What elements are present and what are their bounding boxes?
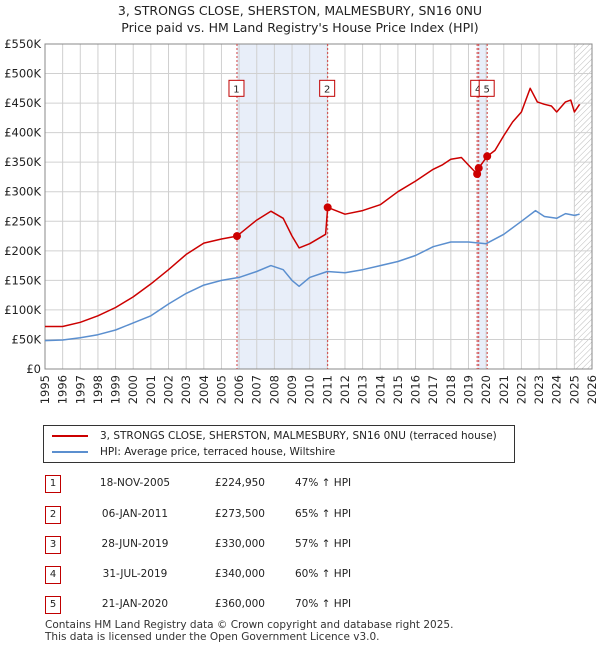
x-tick-label: 2017 — [426, 375, 440, 404]
x-tick-label: 2021 — [497, 375, 511, 404]
forecast-hatch — [574, 44, 592, 369]
x-tick-label: 2024 — [550, 375, 564, 404]
x-tick-label: 2022 — [514, 375, 528, 404]
y-tick-label: £50K — [12, 332, 42, 346]
transaction-price: £340,000 — [214, 568, 265, 580]
x-tick-label: 2018 — [444, 375, 458, 404]
legend-label-hpi: HPI: Average price, terraced house, Wilt… — [100, 446, 336, 458]
y-tick-label: £350K — [4, 155, 41, 169]
sale-marker-box — [478, 79, 495, 97]
sale-marker-box — [228, 79, 245, 97]
legend-swatch-hpi — [52, 451, 88, 453]
legend-swatch-property — [52, 435, 88, 437]
x-tick-label: 2002 — [162, 375, 176, 404]
x-tick-label: 1995 — [38, 375, 52, 404]
transaction-number: 2 — [45, 506, 61, 524]
shaded-range — [236, 44, 328, 369]
x-tick-label: 2008 — [267, 375, 281, 404]
x-tick-label: 2009 — [285, 375, 299, 404]
y-tick-label: £250K — [4, 214, 41, 228]
x-tick-label: 2015 — [391, 375, 405, 404]
sale-marker-box — [319, 79, 336, 97]
sale-point — [474, 164, 483, 173]
footer: Contains HM Land Registry data © Crown c… — [45, 619, 453, 643]
y-tick-label: £400K — [4, 126, 41, 140]
transaction-row: 2 06-JAN-2011 £273,500 65% ↑ HPI — [45, 505, 375, 525]
x-tick-label: 2010 — [303, 375, 317, 404]
legend-label-property: 3, STRONGS CLOSE, SHERSTON, MALMESBURY, … — [100, 430, 497, 442]
x-tick-label: 2019 — [461, 375, 475, 404]
y-tick-label: £500K — [4, 67, 41, 81]
transaction-row: 3 28-JUN-2019 £330,000 57% ↑ HPI — [45, 535, 375, 555]
sale-marker-label: 5 — [484, 84, 490, 95]
transaction-date: 18-NOV-2005 — [99, 477, 171, 489]
x-tick-label: 2004 — [197, 375, 211, 404]
x-tick-label: 2013 — [356, 375, 370, 404]
sale-point — [323, 203, 332, 212]
x-tick-label: 1998 — [91, 375, 105, 404]
hpi-line — [44, 209, 580, 342]
x-tick-label: 2023 — [532, 375, 546, 404]
footer-licence: This data is licensed under the Open Gov… — [45, 631, 380, 643]
shaded-range — [477, 44, 488, 369]
transaction-hpi: 57% ↑ HPI — [295, 538, 352, 550]
price-chart: £0 £50K £100K £150K £200K £250K £300K £350K £400… — [4, 37, 599, 404]
transaction-price: £224,950 — [214, 477, 265, 489]
y-tick-label: £550K — [4, 37, 41, 51]
legend-item-hpi: HPI: Average price, terraced house, Wilt… — [52, 444, 335, 460]
transaction-number: 3 — [45, 536, 61, 554]
transaction-date: 21-JAN-2020 — [101, 598, 169, 610]
sale-marker-label: 1 — [233, 84, 239, 95]
y-tick-label: £300K — [4, 185, 41, 199]
y-tick-label: £100K — [4, 303, 41, 317]
transaction-number: 4 — [45, 566, 61, 584]
chart-subtitle: Price paid vs. HM Land Registry's House … — [121, 20, 479, 35]
x-tick-label: 2020 — [479, 375, 493, 404]
property-price-line — [45, 87, 581, 328]
sale-marker-label: 4 — [475, 84, 481, 95]
x-tick-label: 2001 — [144, 375, 158, 404]
x-tick-label: 1999 — [109, 375, 123, 404]
transaction-number: 1 — [45, 475, 61, 493]
transaction-date: 31-JUL-2019 — [102, 568, 168, 580]
y-tick-label: £0 — [26, 362, 41, 376]
transaction-hpi: 60% ↑ HPI — [295, 568, 352, 580]
x-tick-label: 2012 — [338, 375, 352, 404]
sale-point — [483, 152, 492, 161]
y-tick-label: £450K — [4, 96, 41, 110]
x-tick-label: 2016 — [409, 375, 423, 404]
sale-marker-label: 2 — [324, 84, 330, 95]
plot-border — [44, 43, 593, 370]
transaction-price: £360,000 — [214, 598, 265, 610]
chart-title: 3, STRONGS CLOSE, SHERSTON, MALMESBURY, … — [117, 3, 483, 18]
x-tick-label: 2003 — [179, 375, 193, 404]
x-tick-label: 2005 — [214, 375, 228, 404]
x-tick-label: 2006 — [232, 375, 246, 404]
transaction-hpi: 70% ↑ HPI — [295, 598, 352, 610]
x-tick-label: 2011 — [320, 375, 334, 404]
transaction-number: 5 — [45, 596, 61, 614]
x-tick-label: 2014 — [373, 375, 387, 404]
x-tick-label: 2026 — [585, 375, 599, 404]
transaction-date: 06-JAN-2011 — [101, 508, 169, 520]
transaction-date: 28-JUN-2019 — [101, 538, 169, 550]
transaction-hpi: 65% ↑ HPI — [295, 508, 352, 520]
x-tick-label: 1996 — [56, 375, 70, 404]
footer-copyright: Contains HM Land Registry data © Crown c… — [45, 619, 454, 631]
y-tick-label: £150K — [4, 273, 41, 287]
y-tick-label: £200K — [4, 244, 41, 258]
transaction-row: 5 21-JAN-2020 £360,000 70% ↑ HPI — [45, 595, 375, 615]
transaction-price: £273,500 — [214, 508, 265, 520]
transaction-row: 1 18-NOV-2005 £224,950 47% ↑ HPI — [45, 474, 375, 494]
x-tick-label: 2007 — [250, 375, 264, 404]
x-tick-label: 1997 — [73, 375, 87, 404]
transaction-price: £330,000 — [214, 538, 265, 550]
legend: 3, STRONGS CLOSE, SHERSTON, MALMESBURY, … — [43, 425, 515, 463]
x-tick-label: 2025 — [567, 375, 581, 404]
transaction-row: 4 31-JUL-2019 £340,000 60% ↑ HPI — [45, 565, 375, 585]
legend-item-property: 3, STRONGS CLOSE, SHERSTON, MALMESBURY, … — [52, 428, 497, 444]
x-tick-label: 2000 — [126, 375, 140, 404]
transaction-hpi: 47% ↑ HPI — [295, 477, 352, 489]
sale-point — [232, 232, 241, 241]
